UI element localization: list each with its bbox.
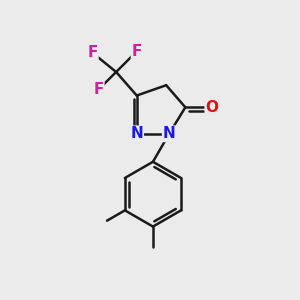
Text: O: O [205, 100, 218, 115]
Text: N: N [130, 126, 143, 141]
Text: F: F [93, 82, 104, 97]
Text: F: F [87, 45, 98, 60]
Text: F: F [132, 44, 142, 59]
Text: N: N [163, 126, 175, 141]
